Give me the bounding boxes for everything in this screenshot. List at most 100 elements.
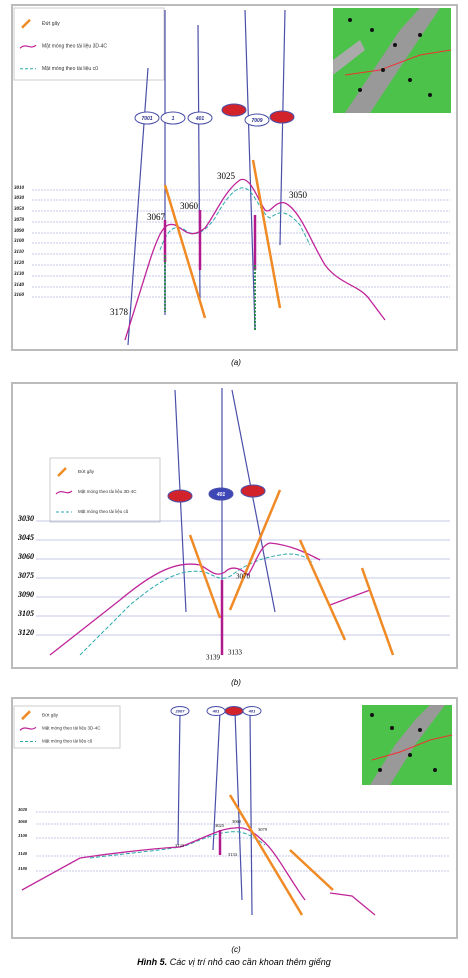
well-label: 401 bbox=[216, 492, 226, 498]
well-marker bbox=[208, 487, 234, 501]
well-marker bbox=[160, 111, 186, 125]
fault bbox=[228, 489, 282, 611]
figure-caption: Hình 5. Các vị trí nhỏ cao cần khoan thê… bbox=[137, 957, 331, 967]
depth-label: 3020 bbox=[17, 807, 28, 812]
depth-label: 3120 bbox=[17, 628, 34, 637]
well bbox=[177, 711, 181, 846]
depth-label: 3140 bbox=[13, 283, 25, 288]
depth-annotation: 3133 bbox=[228, 649, 243, 657]
depth-label: 3160 bbox=[13, 293, 25, 298]
well bbox=[244, 9, 256, 331]
well-label: 401 bbox=[212, 709, 220, 714]
depth-annotation: 3025 bbox=[217, 171, 236, 181]
map-inset bbox=[333, 8, 452, 113]
depth-annotation: 3050 bbox=[289, 190, 308, 200]
depth-label: 3030 bbox=[17, 514, 34, 523]
fault bbox=[251, 159, 282, 309]
depth-label: 3060 bbox=[17, 819, 28, 824]
basement-surface bbox=[21, 827, 376, 916]
fault bbox=[188, 534, 222, 619]
depth-label: 3030 bbox=[13, 196, 25, 201]
well-marker bbox=[242, 706, 262, 716]
depth-label: 3180 bbox=[17, 866, 28, 871]
well-label: 7001 bbox=[141, 116, 152, 122]
legend-swatch bbox=[19, 726, 37, 731]
well-marker bbox=[167, 489, 193, 503]
depth-annotation: 3133 bbox=[228, 852, 238, 857]
depth-label: 3010 bbox=[13, 186, 25, 191]
legend-swatch bbox=[57, 467, 67, 477]
depth-annotation: 3067 bbox=[147, 212, 166, 222]
well bbox=[234, 711, 243, 901]
depth-label: 3070 bbox=[13, 218, 25, 223]
well-marker bbox=[221, 103, 247, 117]
old-basement-surface bbox=[159, 187, 311, 251]
old-basement-surface bbox=[89, 831, 266, 859]
depth-label: 3090 bbox=[17, 590, 34, 599]
fault bbox=[298, 539, 347, 641]
legend-label: Mặt móng theo tài liệu 3D-4C bbox=[42, 726, 101, 731]
well bbox=[279, 9, 286, 246]
panel-label: (b) bbox=[231, 678, 241, 687]
depth-label: 3120 bbox=[13, 261, 25, 266]
well-label: 7009 bbox=[251, 118, 262, 124]
panel-label: (a) bbox=[231, 358, 241, 367]
legend-swatch bbox=[55, 490, 73, 495]
well-marker bbox=[170, 706, 190, 716]
depth-label: 3130 bbox=[13, 272, 25, 277]
depth-label: 3100 bbox=[13, 239, 25, 244]
depth-label: 3050 bbox=[13, 207, 25, 212]
caption-text: Các vị trí nhỏ cao cần khoan thêm giếng bbox=[170, 957, 331, 967]
well-marker bbox=[224, 706, 244, 716]
legend-swatch bbox=[19, 44, 37, 49]
well-marker bbox=[269, 110, 295, 124]
legend-swatch bbox=[21, 710, 31, 721]
well-label: 401 bbox=[248, 709, 256, 714]
well-marker bbox=[244, 113, 270, 127]
depth-annotation: 3025 bbox=[215, 823, 225, 828]
fault bbox=[163, 184, 207, 319]
legend-label: Mặt móng theo tài liệu 3D-4C bbox=[78, 489, 137, 494]
legend-box bbox=[49, 457, 161, 523]
depth-label: 3140 bbox=[17, 851, 28, 856]
fault bbox=[360, 567, 395, 656]
old-basement-surface bbox=[79, 553, 313, 656]
basement-surface bbox=[49, 542, 371, 656]
well bbox=[212, 711, 221, 851]
fault bbox=[289, 849, 334, 891]
legend-label: Đứt gãy bbox=[42, 712, 59, 717]
depth-annotation: 3060 bbox=[180, 201, 199, 211]
depth-annotation: 3123 bbox=[175, 843, 185, 848]
legend-swatch bbox=[21, 18, 31, 29]
depth-annotation: 3070 bbox=[236, 573, 251, 581]
well-label: 2007 bbox=[175, 709, 186, 714]
depth-label: 3045 bbox=[17, 533, 34, 542]
well bbox=[249, 711, 253, 916]
depth-label: 3075 bbox=[17, 571, 34, 580]
well bbox=[231, 389, 276, 613]
well-label: 401 bbox=[195, 116, 205, 122]
fault bbox=[228, 794, 304, 916]
legend-label: Mặt móng theo tài liệu cũ bbox=[42, 739, 93, 744]
depth-annotation: 3178 bbox=[110, 307, 129, 317]
legend-label: Đứt gãy bbox=[42, 21, 60, 27]
depth-annotation: 3079 bbox=[258, 827, 268, 832]
panel-label: (c) bbox=[231, 945, 241, 954]
legend-label: Đứt gãy bbox=[78, 469, 95, 474]
well-marker bbox=[187, 111, 213, 125]
depth-annotation: 3060 bbox=[232, 819, 242, 824]
depth-label: 3105 bbox=[17, 609, 34, 618]
well-marker bbox=[240, 484, 266, 498]
depth-label: 3100 bbox=[17, 833, 28, 838]
legend-label: Mặt móng theo tài liệu 3D-4C bbox=[42, 44, 107, 50]
depth-annotation: 3139 bbox=[206, 654, 221, 662]
map-inset bbox=[362, 705, 453, 785]
basement-surface bbox=[124, 178, 386, 341]
well-marker bbox=[134, 111, 160, 125]
legend-box bbox=[13, 7, 165, 81]
caption-label: Hình 5. bbox=[137, 957, 167, 967]
legend-label: Mặt móng theo tài liệu cũ bbox=[78, 509, 129, 514]
depth-label: 3060 bbox=[17, 552, 34, 561]
well-label: 1 bbox=[172, 116, 175, 122]
